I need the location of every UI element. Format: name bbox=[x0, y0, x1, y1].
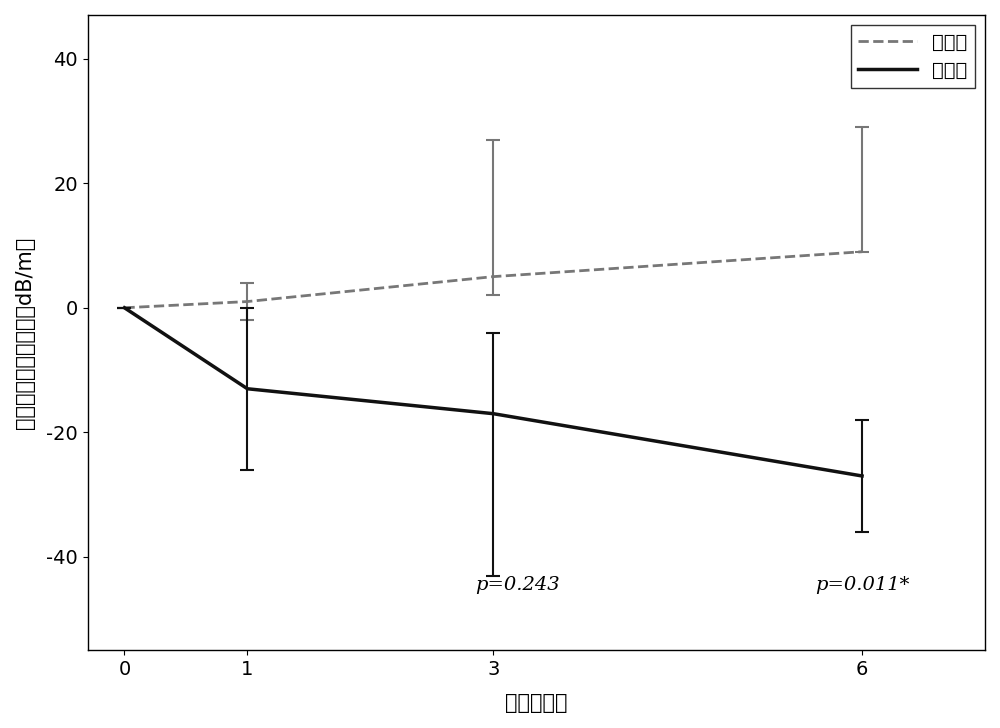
Text: p=0.243: p=0.243 bbox=[476, 576, 560, 593]
Legend: 对照组, 实验组: 对照组, 实验组 bbox=[851, 25, 975, 88]
X-axis label: 时间（月）: 时间（月） bbox=[505, 693, 568, 713]
Y-axis label: 肝脂肪系数衰减变化（dB/m）: 肝脂肪系数衰减变化（dB/m） bbox=[15, 237, 35, 429]
Text: p=0.011*: p=0.011* bbox=[815, 576, 909, 593]
